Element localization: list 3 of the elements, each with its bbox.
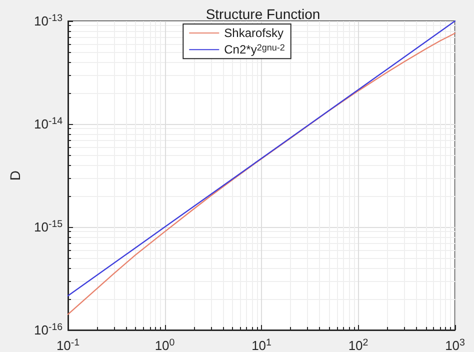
y-axis-title: D [7, 170, 23, 181]
legend-label: Shkarofsky [224, 26, 284, 40]
chart-title: Structure Function [206, 6, 320, 22]
